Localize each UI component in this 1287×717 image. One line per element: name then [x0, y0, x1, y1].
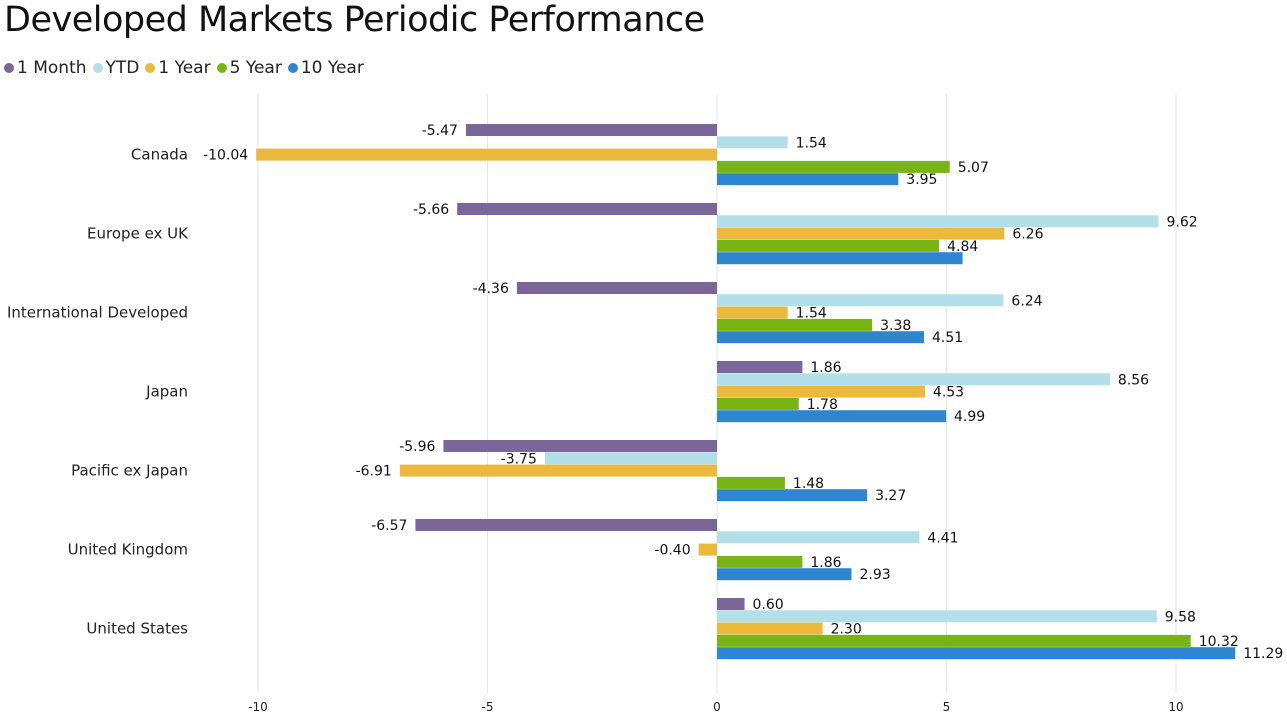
- legend-label: 5 Year: [229, 58, 282, 78]
- bar: [717, 331, 925, 344]
- data-label: -5.66: [413, 202, 449, 218]
- legend-label: YTD: [105, 58, 140, 78]
- data-label: 9.62: [1167, 214, 1198, 230]
- bar: [516, 282, 717, 294]
- x-tick-label: 5: [943, 700, 951, 714]
- bar: [399, 464, 717, 477]
- bar: [717, 397, 799, 410]
- data-label: -5.96: [399, 439, 435, 455]
- data-label: 4.99: [954, 409, 985, 425]
- bar: [465, 124, 717, 136]
- bar: [717, 622, 823, 635]
- bar: [717, 531, 920, 544]
- bar: [717, 610, 1157, 623]
- category-label: Canada: [131, 146, 188, 164]
- data-label: 6.24: [1011, 293, 1042, 309]
- data-label: 11.29: [1243, 646, 1283, 662]
- data-label: 5.07: [958, 160, 989, 176]
- legend-marker: [92, 63, 103, 73]
- category-label: United States: [86, 620, 188, 638]
- data-label: -3.75: [501, 451, 537, 467]
- data-label: 0.60: [753, 597, 784, 613]
- category-label: Pacific ex Japan: [71, 462, 188, 480]
- data-label: -5.47: [422, 123, 458, 139]
- data-label: -10.04: [203, 148, 248, 164]
- data-label: 4.84: [947, 239, 978, 255]
- x-tick-label: -5: [482, 700, 494, 714]
- chart-legend: 1 Month YTD 1 Year 5 Year 10 Year: [4, 58, 370, 78]
- data-label: 4.53: [933, 385, 964, 401]
- data-label: 1.48: [793, 476, 824, 492]
- bar: [717, 634, 1191, 647]
- bar: [717, 555, 803, 568]
- chart-title: Developed Markets Periodic Performance: [4, 0, 705, 40]
- category-label: International Developed: [7, 304, 188, 322]
- data-label: 6.26: [1012, 227, 1043, 243]
- data-label: 1.86: [810, 360, 841, 376]
- category-label: Europe ex UK: [87, 225, 189, 243]
- legend-marker: [287, 63, 298, 73]
- legend-item: 1 Month: [4, 58, 87, 78]
- category-label: Japan: [145, 383, 188, 401]
- bar: [457, 203, 717, 215]
- category-label: United Kingdom: [68, 541, 188, 559]
- bar: [717, 239, 940, 252]
- data-label: 10.32: [1199, 634, 1239, 650]
- data-label: 1.86: [810, 555, 841, 571]
- bar: [717, 173, 899, 186]
- data-label: -6.91: [356, 464, 392, 480]
- legend-label: 1 Month: [17, 58, 87, 78]
- data-label: 9.58: [1165, 609, 1196, 625]
- bar: [698, 543, 717, 556]
- bar: [256, 148, 717, 161]
- data-label: -0.40: [654, 543, 690, 559]
- bar: [717, 160, 950, 173]
- bar: [717, 489, 868, 502]
- data-label: 3.95: [906, 172, 937, 188]
- legend-label: 1 Year: [158, 58, 211, 78]
- legend-item: 1 Year: [145, 58, 211, 78]
- bar: [443, 440, 717, 452]
- x-tick-label: 10: [1168, 700, 1183, 714]
- legend-item: 5 Year: [216, 58, 282, 78]
- bar: [717, 385, 925, 398]
- bar: [717, 294, 1004, 307]
- data-label: -4.36: [473, 281, 509, 297]
- bar: [717, 598, 745, 610]
- data-label: 3.38: [880, 318, 911, 334]
- data-label: 4.51: [932, 330, 963, 346]
- bar: [717, 136, 788, 149]
- legend-item: 10 Year: [287, 58, 364, 78]
- data-label: 4.41: [927, 530, 958, 546]
- legend-marker: [216, 63, 227, 73]
- data-label: 1.54: [796, 135, 827, 151]
- x-tick-label: -10: [248, 700, 268, 714]
- bar: [717, 252, 963, 265]
- bar: [415, 519, 717, 531]
- bar: [717, 361, 803, 373]
- bar: [544, 452, 717, 465]
- data-label: 8.56: [1118, 372, 1149, 388]
- legend-marker: [4, 63, 14, 73]
- bar: [717, 568, 852, 581]
- bar: [717, 215, 1159, 228]
- data-label: -6.57: [371, 518, 407, 534]
- data-label: 1.54: [796, 306, 827, 322]
- bar: [717, 306, 788, 319]
- data-label: 3.27: [875, 488, 906, 504]
- bar: [717, 410, 947, 423]
- bar: [717, 647, 1236, 660]
- data-label: 2.93: [859, 567, 890, 583]
- bar: [717, 373, 1110, 386]
- bar: [717, 227, 1005, 240]
- data-label: 1.78: [807, 397, 838, 413]
- bar: [717, 476, 785, 489]
- bar: [717, 318, 873, 331]
- legend-item: YTD: [92, 58, 140, 78]
- x-tick-label: 0: [713, 700, 721, 714]
- legend-label: 10 Year: [300, 58, 364, 78]
- legend-marker: [145, 63, 156, 73]
- data-label: 2.30: [831, 622, 862, 638]
